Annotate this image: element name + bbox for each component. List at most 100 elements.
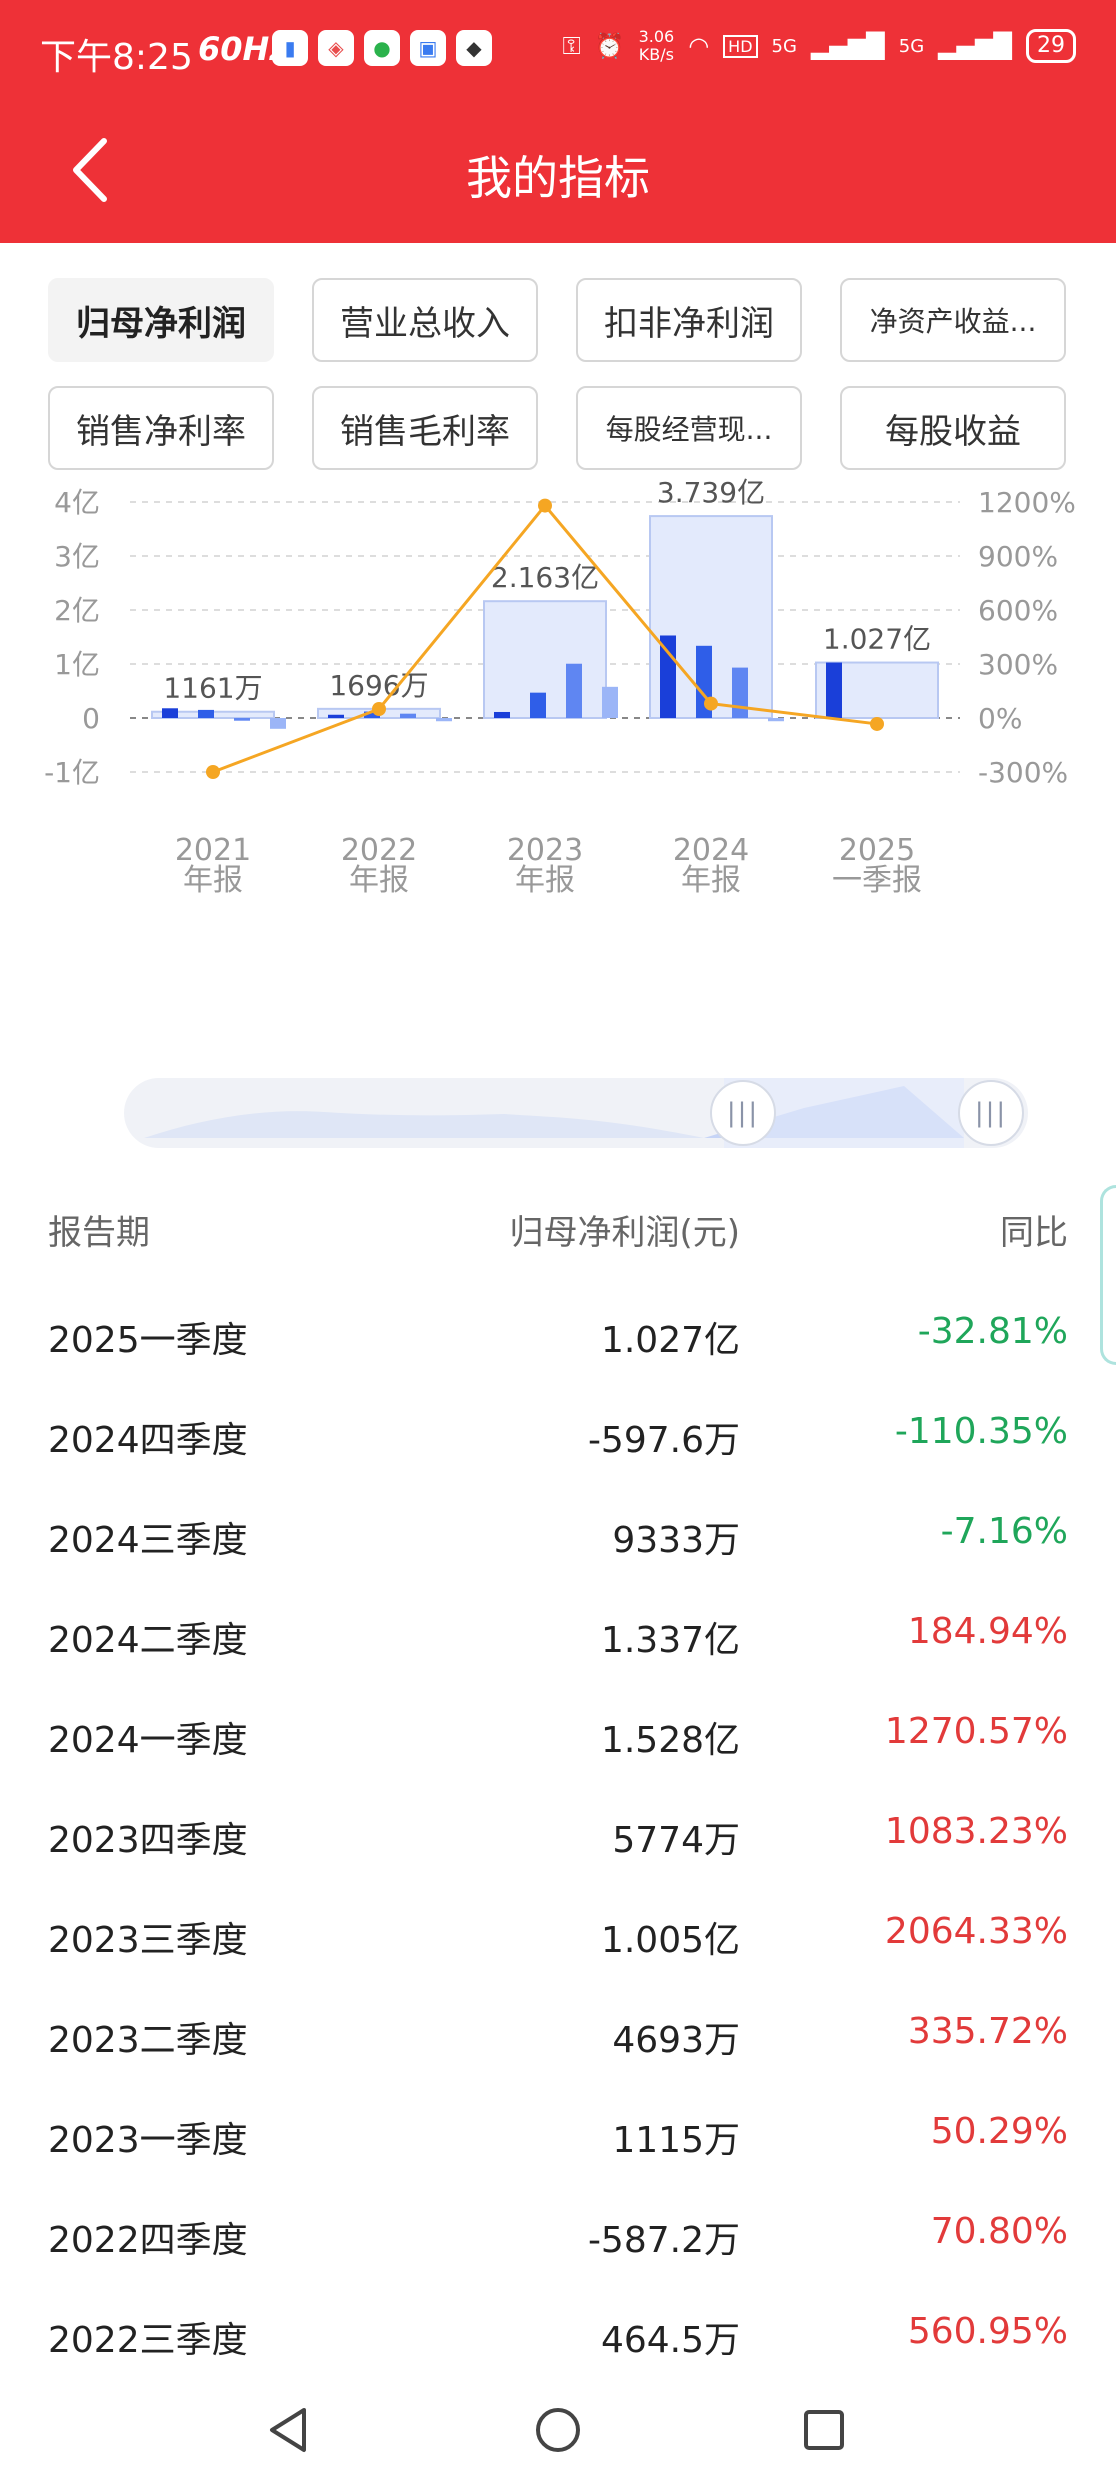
net-speed-unit: KB/s xyxy=(638,45,674,64)
x-axis-tick: 2025 xyxy=(839,833,915,868)
row-value: 4693万 xyxy=(612,2020,740,2061)
range-handle-left[interactable]: ||| xyxy=(710,1080,776,1146)
quarter-bar xyxy=(364,711,380,718)
range-scroller[interactable]: ||| ||| xyxy=(124,1078,1028,1148)
status-time: 下午8:25 xyxy=(40,37,193,78)
yoy-point xyxy=(538,498,552,513)
tab-net-profit-parent[interactable]: 归母净利润 xyxy=(48,278,274,362)
quarter-bar xyxy=(270,718,286,729)
x-axis-tick: 年报 xyxy=(183,863,243,898)
tab-roe[interactable]: 净资产收益... xyxy=(840,278,1066,362)
back-button[interactable] xyxy=(60,130,120,210)
table-row[interactable]: 2022三季度 464.5万 560.95% xyxy=(0,2285,1116,2385)
table-row[interactable]: 2024三季度 9333万 -7.16% xyxy=(0,1485,1116,1585)
range-handle-right[interactable]: ||| xyxy=(958,1080,1024,1146)
quarter-bar xyxy=(436,718,452,722)
quarter-bar xyxy=(162,708,178,718)
row-value: -597.6万 xyxy=(587,1420,740,1461)
row-yoy: 1270.57% xyxy=(884,1711,1068,1752)
annual-value-label: 1696万 xyxy=(329,669,428,702)
tab-net-margin[interactable]: 销售净利率 xyxy=(48,386,274,470)
yoy-point xyxy=(372,702,386,716)
left-axis-tick: 1亿 xyxy=(54,648,100,681)
nav-recents-button[interactable] xyxy=(794,2400,854,2460)
row-yoy: 335.72% xyxy=(907,2011,1068,2052)
quarter-bar xyxy=(494,711,510,718)
x-axis-tick: 2021 xyxy=(175,833,251,868)
right-axis-tick: 1200% xyxy=(978,486,1076,519)
triangle-back-icon xyxy=(270,2408,306,2452)
tab-total-revenue[interactable]: 营业总收入 xyxy=(312,278,538,362)
table-row[interactable]: 2024一季度 1.528亿 1270.57% xyxy=(0,1685,1116,1785)
nav-home-button[interactable] xyxy=(528,2400,588,2460)
signal-bars-icon: ▂▄▆█ xyxy=(938,32,1012,60)
table-row[interactable]: 2023三季度 1.005亿 2064.33% xyxy=(0,1885,1116,1985)
quarter-bar xyxy=(826,662,842,718)
row-value: 1.005亿 xyxy=(600,1920,740,1961)
net-speed-value: 3.06 xyxy=(638,27,675,46)
hd-icon: HD xyxy=(723,34,758,58)
row-period: 2023三季度 xyxy=(48,1920,248,1961)
quarter-bar xyxy=(602,686,618,718)
table-row[interactable]: 2023四季度 5774万 1083.23% xyxy=(0,1785,1116,1885)
table-row[interactable]: 2023一季度 1115万 50.29% xyxy=(0,2085,1116,2185)
left-axis-tick: 3亿 xyxy=(54,540,100,573)
quarter-bar xyxy=(198,709,214,718)
row-period: 2023二季度 xyxy=(48,2020,248,2061)
cat-app-icon: ◆ xyxy=(456,30,492,66)
tab-operating-cash-per-share[interactable]: 每股经营现... xyxy=(576,386,802,470)
notification-icons: ▮ ◈ ● ▣ ◆ xyxy=(272,30,492,66)
row-yoy: 2064.33% xyxy=(884,1911,1068,1952)
table-row[interactable]: 2024四季度 -597.6万 -110.35% xyxy=(0,1385,1116,1485)
row-yoy: 50.29% xyxy=(930,2111,1068,2152)
annual-value-label: 1161万 xyxy=(163,672,262,705)
quarter-bar xyxy=(566,663,582,718)
yoy-point xyxy=(870,716,884,731)
tab-eps[interactable]: 每股收益 xyxy=(840,386,1066,470)
annual-value-label: 2.163亿 xyxy=(491,561,599,594)
right-axis-tick: 900% xyxy=(978,540,1058,573)
row-period: 2022三季度 xyxy=(48,2320,248,2361)
table-row[interactable]: 2024二季度 1.337亿 184.94% xyxy=(0,1585,1116,1685)
nav-back-button[interactable] xyxy=(258,2400,318,2460)
quarter-bar xyxy=(328,714,344,718)
signal-1: 5G xyxy=(771,35,797,57)
left-axis-tick: 4亿 xyxy=(54,486,100,519)
table-header: 报告期 归母净利润(元) 同比 xyxy=(0,1185,1116,1275)
right-axis-tick: -300% xyxy=(978,756,1068,789)
chevron-left-icon xyxy=(73,138,107,202)
row-period: 2025一季度 xyxy=(48,1320,248,1361)
row-period: 2024三季度 xyxy=(48,1520,248,1561)
row-period: 2023四季度 xyxy=(48,1820,248,1861)
wechat-icon: ● xyxy=(364,30,400,66)
table-row[interactable]: 2025一季度 1.027亿 -32.81% xyxy=(0,1285,1116,1385)
row-value: -587.2万 xyxy=(587,2220,740,2261)
key-icon: ⚿ xyxy=(562,32,581,60)
quarter-bar xyxy=(732,667,748,718)
row-period: 2022四季度 xyxy=(48,2220,248,2261)
quarter-bar xyxy=(768,718,784,722)
annual-value-label: 1.027亿 xyxy=(823,623,931,656)
header-yoy: 同比 xyxy=(1000,1213,1068,1253)
row-period: 2024四季度 xyxy=(48,1420,248,1461)
status-bar: 下午8:25 60Hz ▮ ◈ ● ▣ ◆ ⚿ ⏰ 3.06 KB/s ◠ HD… xyxy=(0,0,1116,100)
row-yoy: 1083.23% xyxy=(884,1811,1068,1852)
tab-deducted-net-profit[interactable]: 扣非净利润 xyxy=(576,278,802,362)
quarter-bar xyxy=(530,692,546,718)
table-row[interactable]: 2022四季度 -587.2万 70.80% xyxy=(0,2185,1116,2285)
row-yoy: -7.16% xyxy=(940,1511,1068,1552)
row-yoy: -32.81% xyxy=(917,1311,1068,1352)
x-axis-tick: 年报 xyxy=(681,863,741,898)
app-notification-icon: ▣ xyxy=(410,30,446,66)
row-value: 5774万 xyxy=(612,1820,740,1861)
tab-gross-margin[interactable]: 销售毛利率 xyxy=(312,386,538,470)
side-drawer-handle[interactable] xyxy=(1100,1185,1116,1365)
square-recents-icon xyxy=(804,2410,844,2450)
annual-value-label: 3.739亿 xyxy=(657,476,765,509)
net-profit-chart: 4亿 3亿 2亿 1亿 0 -1亿 1200% 900% 600% 300% 0% -300% 1161… xyxy=(0,470,1116,1050)
x-axis-tick: 年报 xyxy=(349,863,409,898)
right-axis-tick: 300% xyxy=(978,648,1058,681)
table-row[interactable]: 2023二季度 4693万 335.72% xyxy=(0,1985,1116,2085)
row-yoy: 184.94% xyxy=(907,1611,1068,1652)
app-header: 下午8:25 60Hz ▮ ◈ ● ▣ ◆ ⚿ ⏰ 3.06 KB/s ◠ HD… xyxy=(0,0,1116,243)
